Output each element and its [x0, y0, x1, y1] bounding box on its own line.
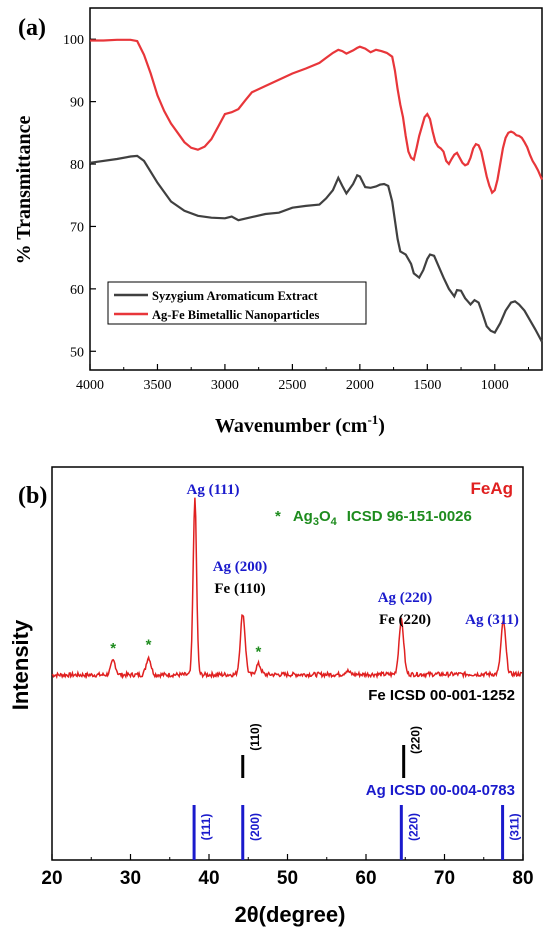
xrd-x-tick-label: 70: [434, 868, 455, 889]
ftir-x-tick-label: 3500: [143, 378, 171, 393]
ftir-legend: Syzygium Aromaticum Extract Ag-Fe Bimeta…: [107, 281, 367, 325]
peak-label-fe-220: Fe (220): [379, 612, 431, 628]
xrd-x-tick-label: 50: [277, 868, 298, 889]
xrd-x-ticks: 20 30 40 50 60 70 80: [41, 854, 534, 889]
ag3o4-legend: * Ag3O4 ICSD 96-151-0026: [275, 508, 472, 528]
ftir-y-tick-label: 100: [63, 33, 84, 48]
ag3o4-peak-star: *: [256, 644, 262, 661]
fe-reference-label: Fe ICSD 00-001-1252: [368, 687, 515, 704]
ftir-x-tick-label: 1500: [413, 378, 441, 393]
xrd-plot-frame: [51, 466, 524, 861]
xrd-pattern-line: [51, 497, 523, 680]
nanoparticles-ftir-line: [90, 38, 544, 195]
ftir-y-tick-label: 80: [70, 158, 84, 173]
peak-label-ag-220: Ag (220): [378, 590, 433, 606]
ag-reference-hkl: (200): [248, 813, 262, 841]
peak-label-fe-110: Fe (110): [214, 581, 265, 597]
legend-label-nanoparticles: Ag-Fe Bimetallic Nanoparticles: [152, 308, 319, 322]
xrd-x-tick-label: 30: [120, 868, 141, 889]
ftir-plot-frame: [89, 7, 543, 371]
peak-label-ag-200: Ag (200): [213, 559, 268, 575]
ftir-x-tick-label: 4000: [76, 378, 104, 393]
ftir-y-axis-label: % Transmittance: [13, 116, 35, 265]
legend-label-extract: Syzygium Aromaticum Extract: [152, 289, 319, 303]
extract-ftir-line: [89, 154, 543, 343]
xrd-x-axis-label: 2θ(degree): [235, 902, 346, 927]
panel-a-label: (a): [18, 15, 46, 41]
ftir-y-ticks: 50 60 70 80 90 100: [63, 33, 96, 360]
ftir-y-tick-label: 60: [70, 283, 84, 298]
xrd-x-tick-label: 40: [198, 868, 219, 889]
ftir-y-tick-label: 70: [70, 220, 84, 235]
fe-reference-hkl: (220): [409, 726, 423, 754]
ag-reference-hkl: (311): [508, 813, 522, 840]
ftir-x-ticks: 4000 3500 3000 2500 2000 1500 1000: [76, 364, 530, 393]
ftir-x-axis-label: Wavenumber (cm-1): [215, 412, 385, 437]
ftir-x-tick-label: 1000: [481, 378, 509, 393]
reference-lines: (110) (220) (111) (200) (220) (311): [192, 723, 522, 860]
ftir-x-tick-label: 2500: [278, 378, 306, 393]
panel-b-label: (b): [18, 483, 47, 509]
ag-reference-hkl: (220): [406, 813, 420, 841]
ag3o4-peak-star: *: [110, 640, 116, 657]
ag3o4-peak-star: *: [146, 637, 152, 654]
legend-box: [107, 281, 367, 325]
xrd-y-axis-label: Intensity: [8, 619, 33, 710]
fe-reference-hkl: (110): [248, 723, 262, 750]
ag-reference-hkl: (111): [199, 814, 213, 841]
ftir-y-tick-label: 50: [70, 345, 84, 360]
ftir-panel: (a) 4000 3500 3000 2500 2000 1500 1000 50 60 70 8…: [13, 7, 544, 437]
ag-reference-label: Ag ICSD 00-004-0783: [366, 782, 515, 799]
xrd-x-tick-label: 60: [355, 868, 376, 889]
ftir-x-tick-label: 3000: [211, 378, 239, 393]
peak-label-ag-111: Ag (111): [187, 482, 240, 498]
xrd-x-tick-label: 20: [41, 868, 62, 889]
sample-label: FeAg: [471, 479, 514, 498]
xrd-x-tick-label: 80: [512, 868, 533, 889]
ftir-x-tick-label: 2000: [346, 378, 374, 393]
peak-label-ag-311: Ag (311): [465, 612, 519, 628]
xrd-panel: (b) 20 30 40 50 60 70 80 (110) (220)(111) (200)(…: [8, 466, 534, 927]
ftir-y-tick-label: 90: [70, 96, 84, 111]
